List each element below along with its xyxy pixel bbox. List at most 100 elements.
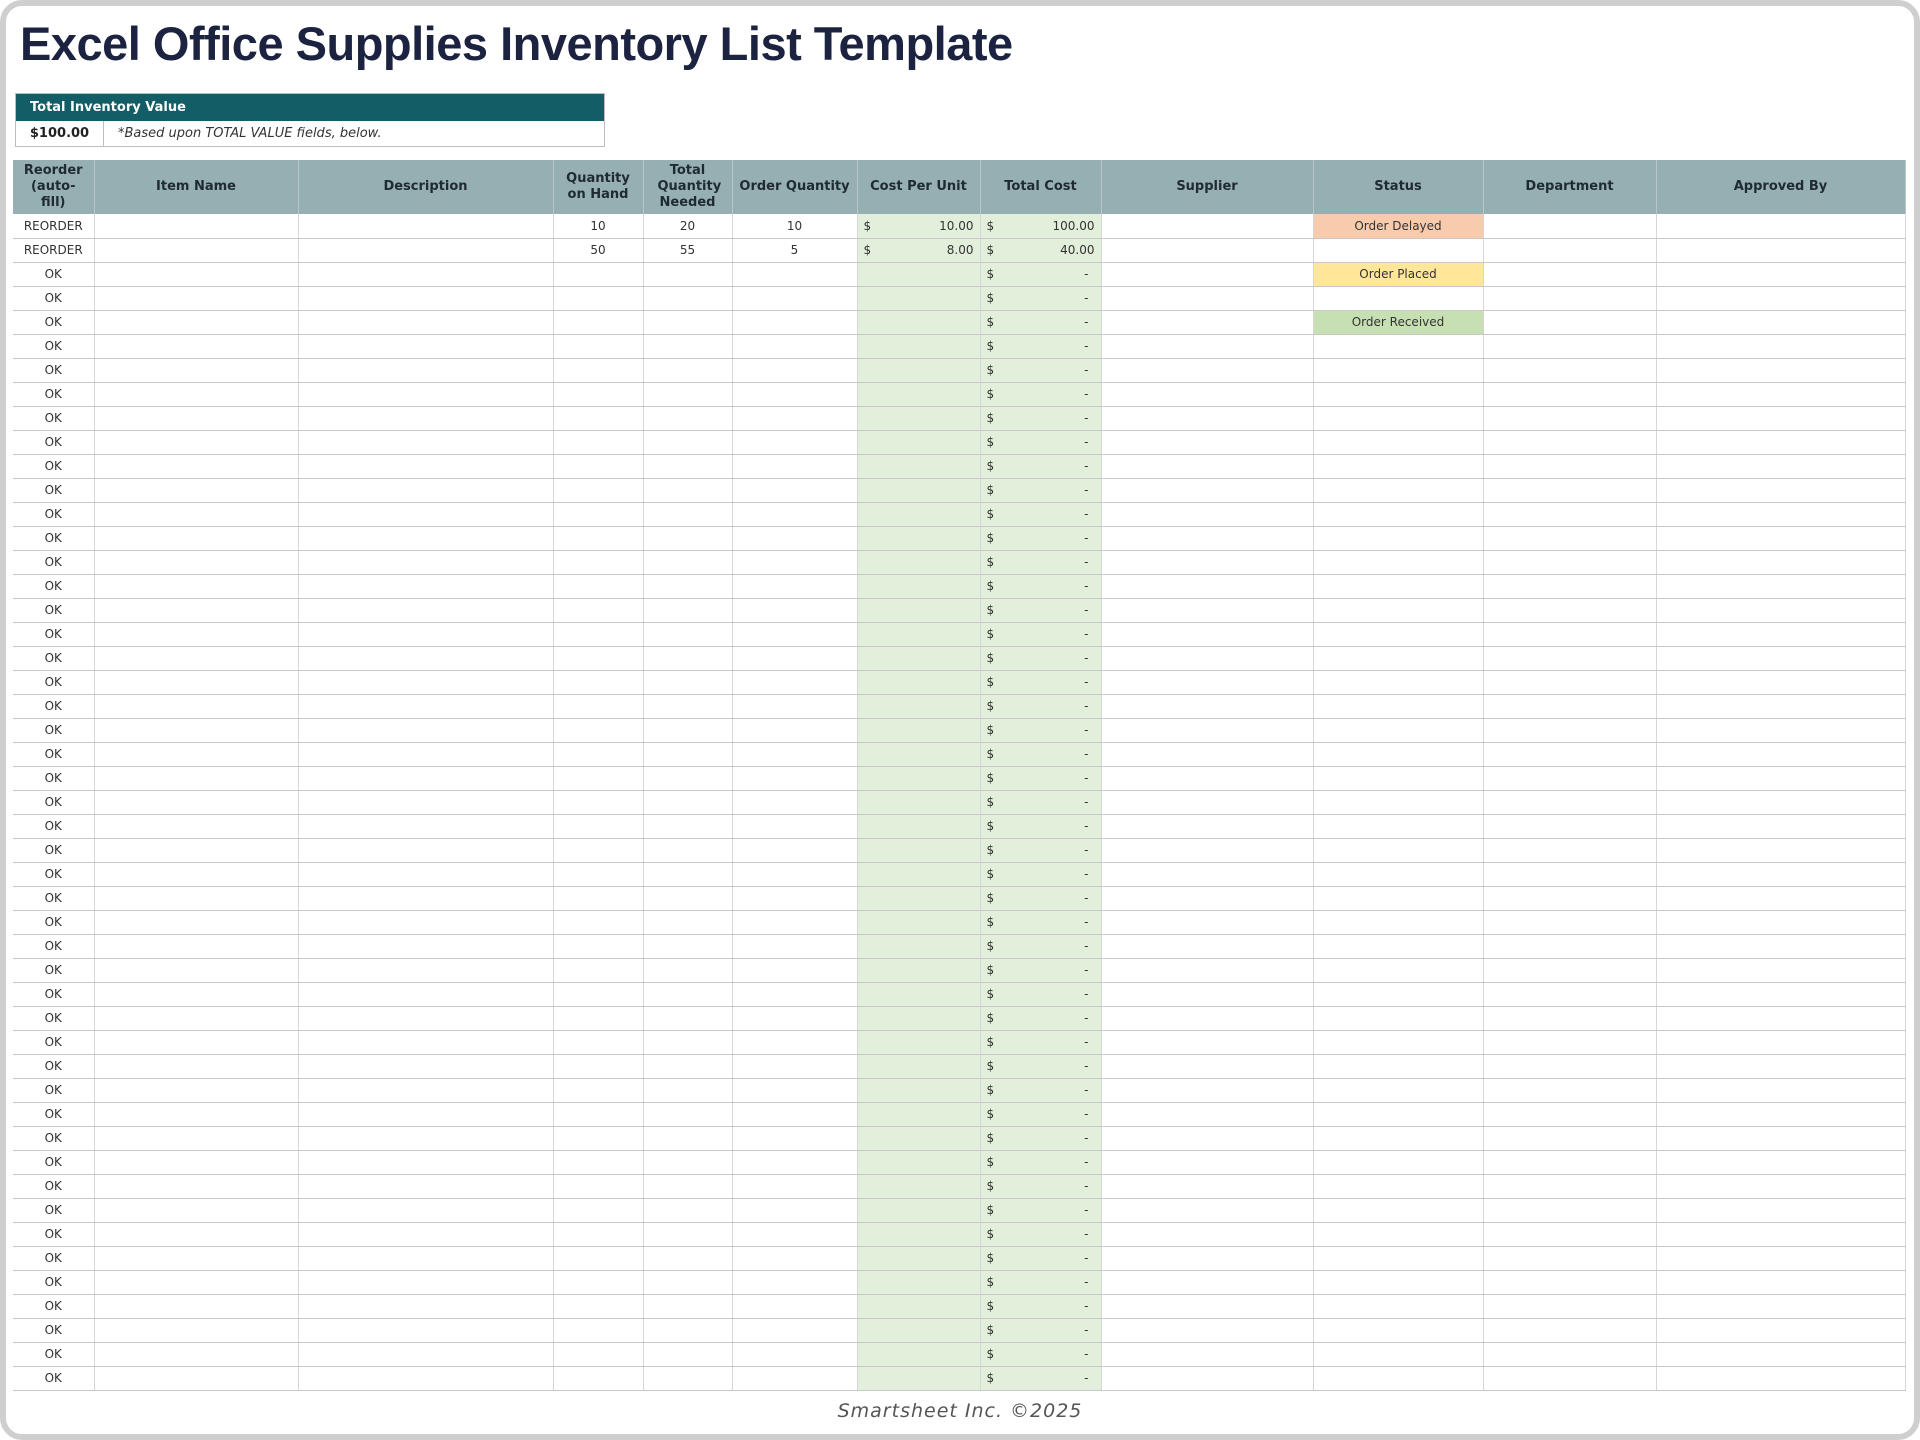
cell-approved-by[interactable] xyxy=(1656,1078,1906,1103)
cell-approved-by[interactable] xyxy=(1656,766,1906,791)
cell-approved-by[interactable] xyxy=(1656,910,1906,935)
cell-order-quantity[interactable] xyxy=(732,670,858,695)
cell-approved-by[interactable] xyxy=(1656,742,1906,767)
cell-reorder[interactable]: OK xyxy=(13,1222,95,1247)
cell-item-name[interactable] xyxy=(94,214,299,239)
cell-reorder[interactable]: OK xyxy=(13,766,95,791)
cell-reorder[interactable]: OK xyxy=(13,862,95,887)
cell-total-quantity-needed[interactable] xyxy=(643,1006,733,1031)
cell-supplier[interactable] xyxy=(1101,1102,1314,1127)
cell-department[interactable] xyxy=(1483,550,1657,575)
cell-total-cost[interactable]: $ - xyxy=(980,1198,1102,1223)
cell-total-quantity-needed[interactable] xyxy=(643,1054,733,1079)
cell-approved-by[interactable] xyxy=(1656,238,1906,263)
cell-approved-by[interactable] xyxy=(1656,1054,1906,1079)
cell-quantity-on-hand[interactable] xyxy=(553,742,644,767)
cell-department[interactable] xyxy=(1483,358,1657,383)
cell-quantity-on-hand[interactable] xyxy=(553,310,644,335)
cell-reorder[interactable]: OK xyxy=(13,1318,95,1343)
cell-description[interactable] xyxy=(298,1150,554,1175)
column-header-status[interactable]: Status xyxy=(1313,160,1484,214)
cell-approved-by[interactable] xyxy=(1656,406,1906,431)
cell-department[interactable] xyxy=(1483,1198,1657,1223)
cell-supplier[interactable] xyxy=(1101,646,1314,671)
column-header-item-name[interactable]: Item Name xyxy=(94,160,299,214)
cell-order-quantity[interactable] xyxy=(732,742,858,767)
cell-department[interactable] xyxy=(1483,1294,1657,1319)
cell-order-quantity[interactable] xyxy=(732,358,858,383)
cell-approved-by[interactable] xyxy=(1656,1102,1906,1127)
cell-department[interactable] xyxy=(1483,1174,1657,1199)
cell-status[interactable] xyxy=(1313,1294,1484,1319)
cell-total-quantity-needed[interactable] xyxy=(643,1174,733,1199)
cell-status[interactable] xyxy=(1313,430,1484,455)
cell-total-cost[interactable]: $ - xyxy=(980,1270,1102,1295)
cell-approved-by[interactable] xyxy=(1656,1006,1906,1031)
cell-order-quantity[interactable] xyxy=(732,910,858,935)
column-header-order-quantity[interactable]: Order Quantity xyxy=(732,160,858,214)
cell-item-name[interactable] xyxy=(94,1054,299,1079)
cell-quantity-on-hand[interactable] xyxy=(553,910,644,935)
cell-total-quantity-needed[interactable]: 55 xyxy=(643,238,733,263)
cell-reorder[interactable]: OK xyxy=(13,622,95,647)
cell-reorder[interactable]: REORDER xyxy=(13,238,95,263)
cell-total-quantity-needed[interactable] xyxy=(643,430,733,455)
cell-reorder[interactable]: OK xyxy=(13,1174,95,1199)
cell-item-name[interactable] xyxy=(94,358,299,383)
cell-department[interactable] xyxy=(1483,1222,1657,1247)
cell-description[interactable] xyxy=(298,862,554,887)
cell-order-quantity[interactable]: 10 xyxy=(732,214,858,239)
cell-total-cost[interactable]: $ - xyxy=(980,334,1102,359)
cell-cost-per-unit[interactable] xyxy=(857,478,981,503)
cell-total-cost[interactable]: $ - xyxy=(980,1174,1102,1199)
cell-department[interactable] xyxy=(1483,838,1657,863)
cell-cost-per-unit[interactable] xyxy=(857,862,981,887)
cell-approved-by[interactable] xyxy=(1656,670,1906,695)
cell-status[interactable] xyxy=(1313,1198,1484,1223)
cell-total-cost[interactable]: $ - xyxy=(980,934,1102,959)
cell-order-quantity[interactable]: 5 xyxy=(732,238,858,263)
cell-approved-by[interactable] xyxy=(1656,526,1906,551)
cell-order-quantity[interactable] xyxy=(732,286,858,311)
cell-status[interactable] xyxy=(1313,958,1484,983)
cell-order-quantity[interactable] xyxy=(732,1198,858,1223)
cell-department[interactable] xyxy=(1483,1126,1657,1151)
cell-status[interactable] xyxy=(1313,718,1484,743)
cell-cost-per-unit[interactable] xyxy=(857,1246,981,1271)
cell-item-name[interactable] xyxy=(94,742,299,767)
cell-department[interactable] xyxy=(1483,1246,1657,1271)
cell-department[interactable] xyxy=(1483,1030,1657,1055)
cell-total-cost[interactable]: $ - xyxy=(980,454,1102,479)
cell-supplier[interactable] xyxy=(1101,790,1314,815)
cell-approved-by[interactable] xyxy=(1656,598,1906,623)
cell-quantity-on-hand[interactable] xyxy=(553,814,644,839)
cell-department[interactable] xyxy=(1483,862,1657,887)
cell-department[interactable] xyxy=(1483,622,1657,647)
cell-order-quantity[interactable] xyxy=(732,718,858,743)
cell-reorder[interactable]: OK xyxy=(13,1126,95,1151)
cell-total-quantity-needed[interactable] xyxy=(643,694,733,719)
cell-department[interactable] xyxy=(1483,310,1657,335)
cell-status[interactable] xyxy=(1313,1150,1484,1175)
cell-quantity-on-hand[interactable] xyxy=(553,478,644,503)
cell-department[interactable] xyxy=(1483,790,1657,815)
cell-quantity-on-hand[interactable] xyxy=(553,430,644,455)
cell-status[interactable] xyxy=(1313,238,1484,263)
column-header-supplier[interactable]: Supplier xyxy=(1101,160,1314,214)
cell-status[interactable]: Order Delayed xyxy=(1313,214,1484,239)
cell-supplier[interactable] xyxy=(1101,1126,1314,1151)
cell-supplier[interactable] xyxy=(1101,1006,1314,1031)
cell-approved-by[interactable] xyxy=(1656,982,1906,1007)
cell-quantity-on-hand[interactable] xyxy=(553,670,644,695)
cell-supplier[interactable] xyxy=(1101,1030,1314,1055)
cell-reorder[interactable]: OK xyxy=(13,454,95,479)
cell-approved-by[interactable] xyxy=(1656,1294,1906,1319)
cell-total-cost[interactable]: $ - xyxy=(980,1126,1102,1151)
cell-reorder[interactable]: OK xyxy=(13,358,95,383)
cell-approved-by[interactable] xyxy=(1656,622,1906,647)
cell-department[interactable] xyxy=(1483,526,1657,551)
cell-status[interactable] xyxy=(1313,598,1484,623)
cell-description[interactable] xyxy=(298,718,554,743)
column-header-cost-per-unit[interactable]: Cost Per Unit xyxy=(857,160,981,214)
cell-approved-by[interactable] xyxy=(1656,790,1906,815)
